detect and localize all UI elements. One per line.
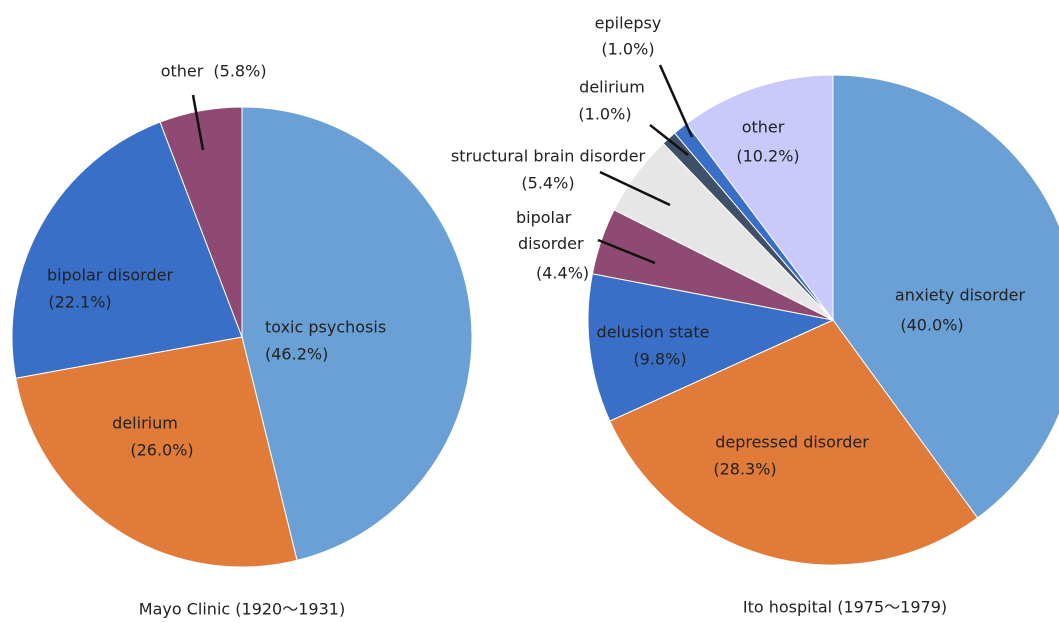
slice-value-label: (26.0%) bbox=[130, 441, 193, 460]
slice-label: anxiety disorder bbox=[895, 286, 1026, 305]
slice-value-label: (22.1%) bbox=[48, 293, 111, 312]
pie-slice bbox=[685, 74, 834, 322]
slice-label: other bbox=[742, 118, 785, 137]
pie-slice bbox=[587, 273, 835, 422]
leader-line bbox=[597, 238, 656, 265]
slice-value-label: (1.0%) bbox=[601, 40, 654, 59]
leader-line bbox=[599, 170, 671, 207]
slice-value-label: (28.3%) bbox=[713, 460, 776, 479]
slice-value-label: (1.0%) bbox=[578, 105, 631, 124]
pie-slice bbox=[159, 106, 243, 338]
slice-label: delusion state bbox=[597, 323, 710, 342]
pie-slice bbox=[241, 106, 473, 561]
slice-value-label: (46.2%) bbox=[265, 345, 328, 364]
slice-label: bipolar disorder bbox=[47, 266, 173, 285]
slice-value-label: (9.8%) bbox=[633, 350, 686, 369]
chart-title: Ito hospital (1975〜1979) bbox=[743, 598, 947, 617]
slice-value-label: (4.4%) bbox=[536, 264, 589, 283]
slice-value-label: (5.8%) bbox=[213, 62, 266, 81]
pie-slice bbox=[609, 319, 979, 566]
slice-label: bipolar disorder bbox=[516, 208, 584, 253]
slice-label: epilepsy bbox=[595, 14, 662, 33]
slice-label: toxic psychosis bbox=[265, 318, 386, 337]
slice-value-label: (5.4%) bbox=[521, 174, 574, 193]
slice-label: structural brain disorder bbox=[451, 147, 646, 166]
pie-slice bbox=[11, 121, 243, 379]
slice-value-label: (40.0%) bbox=[900, 316, 963, 335]
slice-label: delirium bbox=[112, 414, 178, 433]
slice-label: other bbox=[161, 62, 204, 81]
pie-slice bbox=[15, 336, 298, 568]
leader-line bbox=[191, 94, 205, 151]
pie-slice bbox=[832, 74, 1059, 519]
leader-line bbox=[649, 124, 689, 156]
chart-title: Mayo Clinic (1920〜1931) bbox=[139, 600, 345, 619]
slice-value-label: (10.2%) bbox=[736, 147, 799, 166]
leader-line bbox=[658, 64, 694, 138]
slice-label: delirium bbox=[579, 78, 645, 97]
slice-label: depressed disorder bbox=[715, 433, 869, 452]
